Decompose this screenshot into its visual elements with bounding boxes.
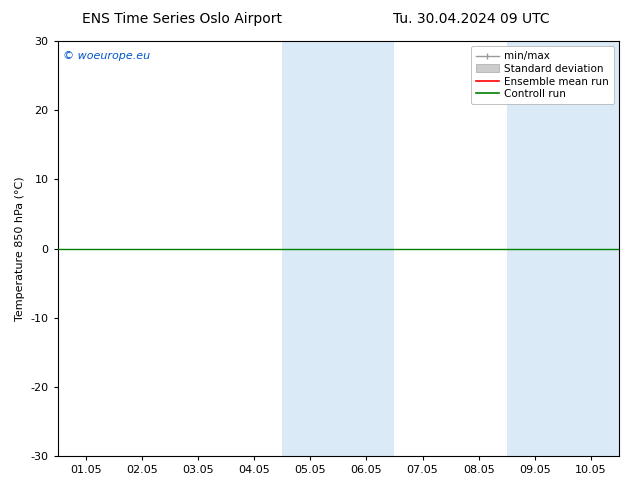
- Text: Tu. 30.04.2024 09 UTC: Tu. 30.04.2024 09 UTC: [393, 12, 550, 26]
- Bar: [507, 41, 563, 456]
- Legend: min/max, Standard deviation, Ensemble mean run, Controll run: min/max, Standard deviation, Ensemble me…: [470, 46, 614, 104]
- Bar: [282, 41, 339, 456]
- Text: © woeurope.eu: © woeurope.eu: [63, 51, 150, 61]
- Y-axis label: Temperature 850 hPa (°C): Temperature 850 hPa (°C): [15, 176, 25, 321]
- Bar: [339, 41, 394, 456]
- Bar: [563, 41, 619, 456]
- Text: ENS Time Series Oslo Airport: ENS Time Series Oslo Airport: [82, 12, 282, 26]
